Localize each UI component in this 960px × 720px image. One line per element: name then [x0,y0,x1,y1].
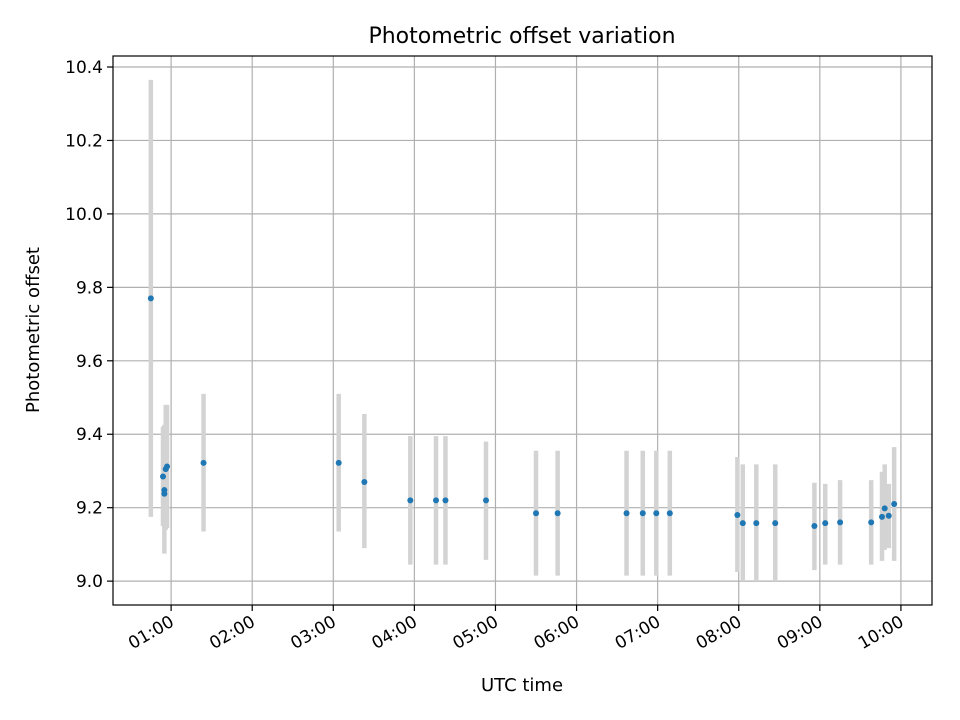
x-tick-label: 07:00 [612,612,664,654]
x-tick-label: 10:00 [855,612,907,654]
x-axis-ticks: 01:00 02:00 03:00 04:00 05:00 06:00 07:00 08:00… [125,605,907,654]
x-tick-label: 05:00 [450,612,502,654]
x-tick-label: 06:00 [531,612,583,654]
data-point [881,505,888,512]
x-tick-label: 03:00 [287,612,339,654]
data-point [164,463,171,470]
data-point [433,497,440,504]
y-tick-label: 9.8 [76,278,103,298]
data-point [822,520,829,527]
data-point [885,512,892,519]
data-point [837,519,844,526]
y-tick-label: 10.0 [65,205,103,225]
plot-frame [112,55,933,606]
data-point [483,497,490,504]
data-point [666,510,673,517]
data-point [335,459,342,466]
grid [113,56,932,605]
error-bars [148,79,897,582]
data-point [147,295,154,302]
y-tick-label: 10.2 [65,131,103,151]
data-point [868,519,875,526]
data-point [442,497,449,504]
x-tick-label: 01:00 [125,612,177,654]
y-tick-label: 9.2 [76,499,103,519]
data-point [623,510,630,517]
data-point [361,478,368,485]
x-tick-label: 02:00 [206,612,258,654]
data-point [891,501,898,508]
chart-title: Photometric offset variation [368,24,675,49]
data-point [200,459,207,466]
data-point [878,513,885,520]
x-tick-label: 09:00 [774,612,826,654]
x-axis-label: UTC time [481,675,563,696]
data-point [160,473,167,480]
data-point [753,520,760,527]
y-axis-label: Photometric offset [23,247,44,413]
data-point [639,510,646,517]
data-point [772,520,779,527]
x-tick-label: 08:00 [693,612,745,654]
data-point [533,510,540,517]
x-tick-label: 04:00 [368,612,420,654]
y-axis-ticks: 9.0 9.2 9.4 9.6 9.8 10.0 10.2 10.4 [65,58,113,592]
y-tick-label: 9.4 [76,425,103,445]
data-point [653,510,660,517]
y-tick-label: 9.6 [76,352,103,372]
data-point [739,520,746,527]
data-point [554,510,561,517]
y-tick-label: 10.4 [65,58,103,78]
data-point [161,490,168,497]
data-point [734,512,741,519]
y-tick-label: 9.0 [76,572,103,592]
data-points [147,295,898,530]
data-point [811,523,818,530]
data-point [407,497,414,504]
